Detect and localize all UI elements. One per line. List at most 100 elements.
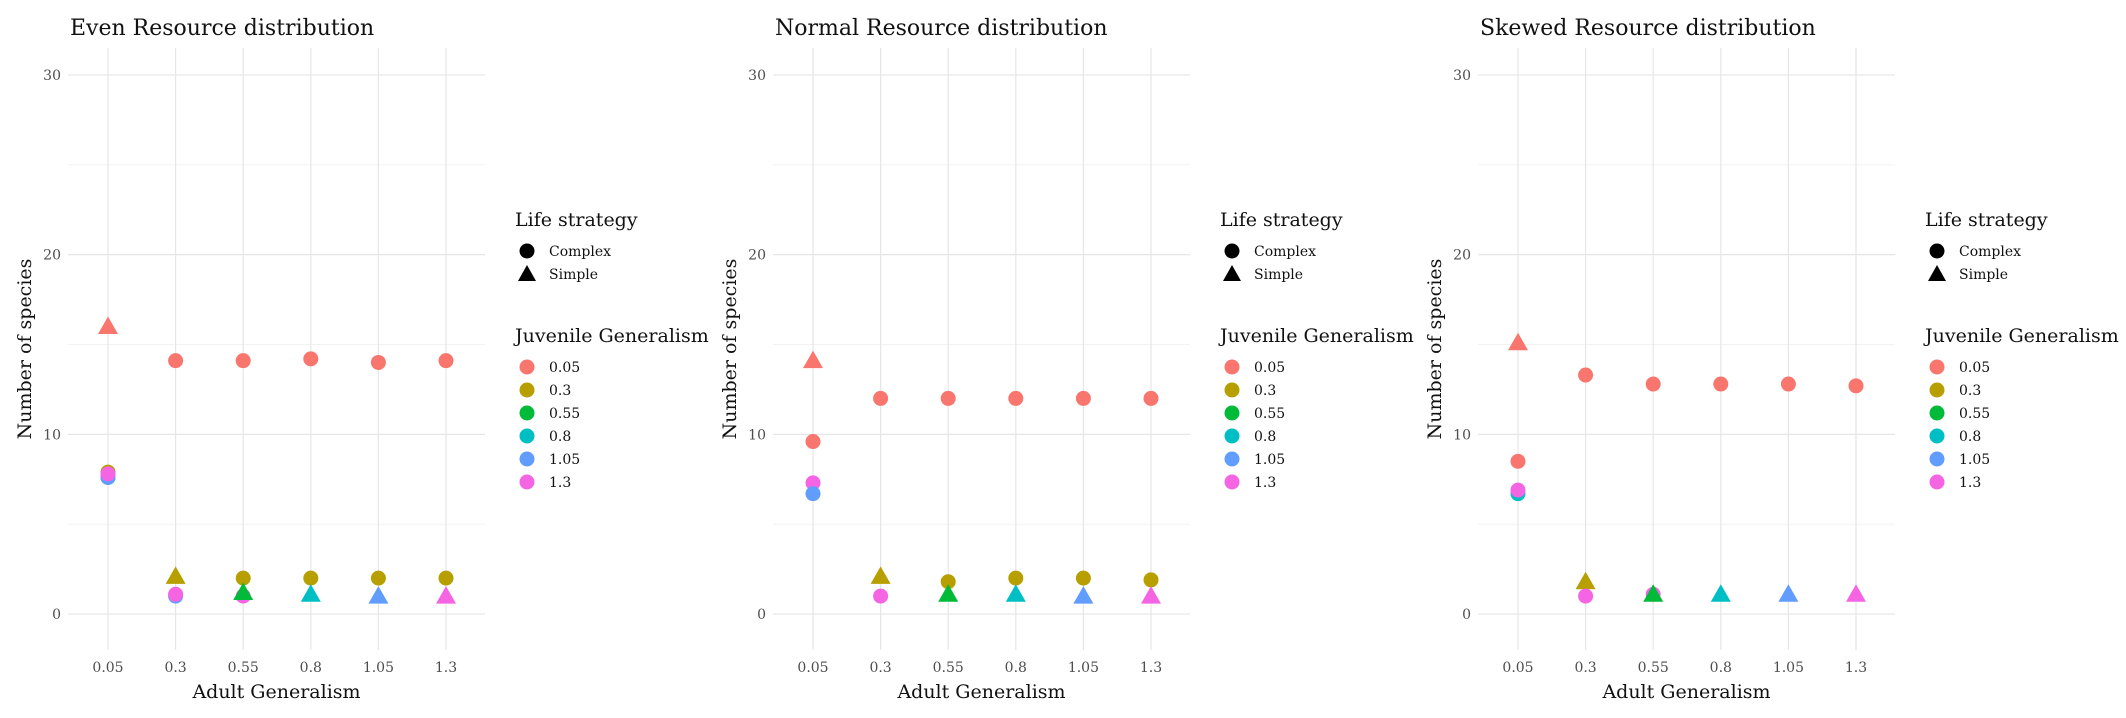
point-simple-juv-1.05	[368, 586, 389, 604]
panel-1: 0 10 20 30 0.05 0.3 0.55 0.8 1.05 1.3 Even Resourc…	[14, 16, 709, 703]
legend-color-label: 1.05	[549, 452, 580, 468]
y-axis-label: Number of species	[1424, 259, 1446, 440]
legend-circle-key	[519, 243, 535, 259]
x-tick-label: 0.55	[228, 660, 259, 676]
legend-color-key-1.05	[519, 451, 535, 467]
point-complex-juv-0.05	[1075, 390, 1091, 406]
x-tick-label: 1.3	[1845, 660, 1867, 676]
legend-color-key-1.05	[1224, 451, 1240, 467]
legend-triangle-key	[1928, 265, 1946, 281]
y-axis-label: Number of species	[719, 259, 741, 440]
y-tick-label: 30	[1453, 68, 1471, 84]
point-complex-juv-1.3	[1578, 588, 1594, 604]
point-simple-juv-0.3	[870, 566, 891, 584]
legend-color-key-0.8	[1224, 428, 1240, 444]
x-tick-label: 1.05	[363, 660, 394, 676]
legend-shape-title: Life strategy	[1925, 209, 2048, 231]
x-axis-label: Adult Generalism	[191, 681, 360, 703]
x-tick-label: 0.3	[164, 660, 186, 676]
point-complex-juv-0.05	[873, 390, 889, 406]
point-complex-juv-0.05	[1645, 376, 1661, 392]
y-tick-label: 0	[757, 607, 766, 623]
x-tick-label: 1.3	[435, 660, 457, 676]
legend-color-key-1.05	[1929, 451, 1945, 467]
point-simple-juv-0.3	[1575, 571, 1596, 590]
point-complex-juv-0.05	[370, 354, 386, 370]
x-tick-label: 0.05	[797, 660, 828, 676]
legend-color-label: 0.55	[1254, 406, 1285, 422]
x-tick-label: 0.55	[1638, 660, 1669, 676]
legend-triangle-key	[1223, 265, 1241, 281]
legend-color-label: 1.05	[1254, 452, 1285, 468]
legend-shape-label: Simple	[1254, 267, 1303, 283]
legend-circle-key	[1224, 243, 1240, 259]
y-tick-label: 20	[43, 248, 61, 264]
legend-color-key-0.8	[519, 428, 535, 444]
y-tick-label: 0	[52, 607, 61, 623]
legend-color-label: 0.05	[1254, 360, 1285, 376]
point-simple-juv-1.3	[1846, 584, 1866, 602]
legend-shape-title: Life strategy	[1220, 209, 1343, 231]
point-complex-juv-0.3	[438, 570, 454, 586]
point-complex-juv-0.3	[1143, 572, 1159, 588]
legend-color-label: 0.05	[1959, 360, 1990, 376]
y-tick-label: 20	[1453, 248, 1471, 264]
y-tick-label: 10	[1453, 427, 1471, 443]
legend-color-key-0.8	[1929, 428, 1945, 444]
point-complex-juv-1.05	[805, 486, 821, 502]
y-tick-label: 0	[1462, 607, 1471, 623]
legend-color-key-0.55	[1224, 405, 1240, 421]
legend-color-label: 0.8	[1254, 429, 1276, 445]
legend-color-key-0.55	[519, 405, 535, 421]
legend-shape-label: Simple	[549, 267, 598, 283]
legend-color-key-0.3	[519, 382, 535, 398]
point-complex-juv-0.05	[235, 353, 251, 369]
x-tick-label: 0.8	[1005, 660, 1027, 676]
legend-color-label: 1.3	[1959, 475, 1981, 491]
point-complex-juv-0.3	[303, 570, 319, 586]
point-complex-juv-0.3	[235, 570, 251, 586]
legend-circle-key	[1929, 243, 1945, 259]
point-simple-juv-1.05	[1778, 584, 1799, 602]
point-complex-juv-0.05	[1008, 390, 1024, 406]
legend-color-key-1.3	[519, 474, 535, 490]
point-complex-juv-0.3	[1008, 570, 1024, 586]
point-simple-juv-0.8	[1005, 584, 1026, 602]
legend-color-key-0.3	[1929, 382, 1945, 398]
point-complex-juv-0.05	[1578, 367, 1594, 383]
x-tick-label: 1.05	[1773, 660, 1804, 676]
legend-color-label: 0.05	[549, 360, 580, 376]
y-tick-label: 10	[43, 427, 61, 443]
chart-title: Skewed Resource distribution	[1480, 16, 1816, 41]
legend-color-key-0.05	[1929, 359, 1945, 375]
legend-color-label: 1.05	[1959, 452, 1990, 468]
point-complex-juv-0.05	[438, 353, 454, 369]
y-tick-label: 20	[748, 248, 766, 264]
chart-title: Normal Resource distribution	[775, 16, 1108, 41]
legend-color-label: 0.8	[549, 429, 571, 445]
point-simple-juv-0.55	[233, 582, 254, 600]
point-complex-juv-0.05	[303, 351, 319, 367]
x-tick-label: 0.05	[1502, 660, 1533, 676]
x-tick-label: 0.8	[300, 660, 322, 676]
legend-color-label: 0.3	[1254, 383, 1276, 399]
y-tick-label: 30	[748, 68, 766, 84]
point-complex-juv-1.3	[1510, 482, 1526, 498]
point-simple-juv-0.55	[938, 584, 959, 602]
y-tick-label: 30	[43, 68, 61, 84]
point-complex-juv-0.05	[805, 434, 821, 450]
x-tick-label: 0.3	[1574, 660, 1596, 676]
point-complex-juv-0.3	[370, 570, 386, 586]
legend-color-label: 0.55	[549, 406, 580, 422]
point-simple-juv-1.05	[1073, 586, 1094, 604]
point-simple-juv-0.05	[1508, 332, 1528, 351]
y-axis-label: Number of species	[14, 259, 36, 440]
point-simple-juv-1.3	[436, 586, 456, 604]
x-axis-label: Adult Generalism	[1601, 681, 1770, 703]
legend-color-key-0.05	[1224, 359, 1240, 375]
legend-shape-label: Complex	[1254, 244, 1316, 260]
point-complex-juv-0.05	[1713, 376, 1729, 392]
point-complex-juv-0.3	[940, 574, 956, 590]
legend-color-title: Juvenile Generalism	[1923, 325, 2119, 347]
